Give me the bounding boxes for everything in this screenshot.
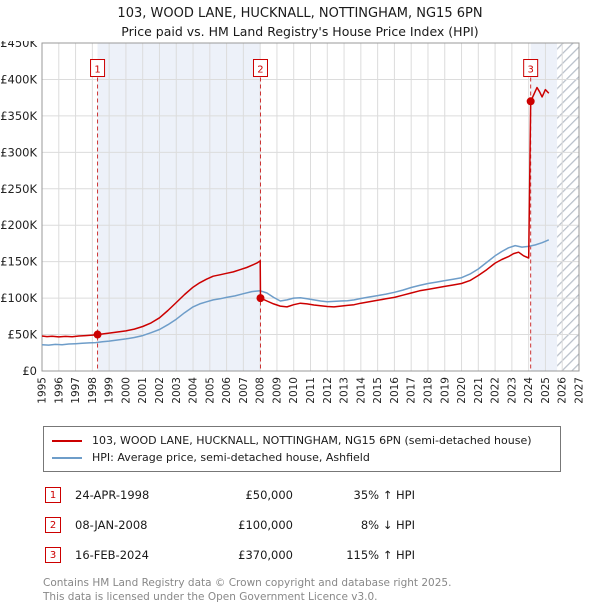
svg-text:2021: 2021 — [473, 377, 485, 404]
svg-text:2010: 2010 — [288, 377, 300, 404]
transaction-number-badge: 2 — [45, 517, 61, 533]
svg-text:2023: 2023 — [506, 377, 518, 404]
svg-text:2000: 2000 — [120, 377, 132, 404]
svg-text:2025: 2025 — [540, 377, 552, 404]
transaction-row-2: 2 08-JAN-2008 £100,000 8% ↓ HPI — [45, 517, 600, 533]
hpi-line-swatch — [52, 456, 82, 459]
svg-text:2004: 2004 — [188, 377, 200, 404]
transaction-hpi-diff: 8% ↓ HPI — [360, 518, 415, 532]
svg-text:2026: 2026 — [557, 377, 569, 404]
svg-text:£400K: £400K — [0, 72, 37, 86]
transaction-hpi-diff: 115% ↑ HPI — [346, 548, 415, 562]
svg-text:2009: 2009 — [271, 377, 283, 404]
transactions-table: 1 24-APR-1998 £50,000 35% ↑ HPI 2 08-JAN… — [45, 487, 600, 563]
svg-text:£250K: £250K — [0, 182, 37, 196]
svg-text:2014: 2014 — [355, 377, 367, 404]
svg-text:2005: 2005 — [204, 377, 216, 404]
svg-text:2001: 2001 — [137, 377, 149, 404]
transaction-row-1: 1 24-APR-1998 £50,000 35% ↑ HPI — [45, 487, 600, 503]
svg-text:2018: 2018 — [422, 377, 434, 404]
svg-text:2022: 2022 — [490, 377, 502, 404]
svg-text:2011: 2011 — [305, 377, 317, 404]
footer-line-2: This data is licensed under the Open Gov… — [43, 590, 378, 603]
svg-text:£350K: £350K — [0, 109, 37, 123]
footer-line-1: Contains HM Land Registry data © Crown c… — [43, 577, 452, 589]
transaction-date: 08-JAN-2008 — [75, 518, 148, 532]
license-footer: Contains HM Land Registry data © Crown c… — [43, 577, 600, 604]
transaction-number-badge: 1 — [45, 487, 61, 503]
svg-text:2008: 2008 — [255, 377, 267, 404]
transaction-date: 24-APR-1998 — [75, 488, 150, 502]
svg-text:2015: 2015 — [372, 377, 384, 404]
transaction-hpi-diff: 35% ↑ HPI — [353, 488, 415, 502]
svg-text:£0: £0 — [22, 364, 37, 378]
transaction-row-3: 3 16-FEB-2024 £370,000 115% ↑ HPI — [45, 547, 600, 563]
svg-text:1997: 1997 — [70, 377, 82, 404]
svg-text:£450K: £450K — [0, 41, 37, 50]
svg-text:2006: 2006 — [221, 377, 233, 404]
svg-text:£150K: £150K — [0, 255, 37, 269]
svg-text:2007: 2007 — [238, 377, 250, 404]
transaction-price: £100,000 — [238, 518, 293, 532]
svg-text:2002: 2002 — [154, 377, 166, 404]
svg-text:£50K: £50K — [8, 328, 38, 342]
svg-text:2012: 2012 — [322, 377, 334, 404]
page-subtitle: Price paid vs. HM Land Registry's House … — [121, 24, 479, 39]
svg-text:2013: 2013 — [339, 377, 351, 404]
svg-text:£200K: £200K — [0, 218, 37, 232]
svg-text:1: 1 — [94, 65, 100, 76]
svg-text:£300K: £300K — [0, 145, 37, 159]
svg-text:1996: 1996 — [53, 377, 65, 404]
svg-text:2027: 2027 — [574, 377, 586, 404]
svg-text:2016: 2016 — [389, 377, 401, 404]
svg-text:3: 3 — [527, 65, 533, 76]
svg-text:£100K: £100K — [0, 291, 37, 305]
transaction-price: £50,000 — [245, 488, 293, 502]
transaction-number-badge: 3 — [45, 547, 61, 563]
chart-header: 103, WOOD LANE, HUCKNALL, NOTTINGHAM, NG… — [0, 0, 600, 39]
price-chart: 1 2 3 £0 £50K £100K £150K £200K £250K £300K £350K £… — [0, 41, 586, 404]
svg-text:2020: 2020 — [456, 377, 468, 404]
chart-legend: 103, WOOD LANE, HUCKNALL, NOTTINGHAM, NG… — [43, 426, 561, 472]
price-paid-line-swatch — [52, 439, 82, 442]
svg-text:2017: 2017 — [406, 377, 418, 404]
svg-text:2019: 2019 — [439, 377, 451, 404]
legend-label-hpi: HPI: Average price, semi-detached house,… — [92, 451, 370, 464]
legend-label-price-paid: 103, WOOD LANE, HUCKNALL, NOTTINGHAM, NG… — [92, 434, 532, 447]
transaction-date: 16-FEB-2024 — [75, 548, 149, 562]
legend-item-hpi: HPI: Average price, semi-detached house,… — [52, 449, 552, 466]
transaction-price: £370,000 — [238, 548, 293, 562]
page-title: 103, WOOD LANE, HUCKNALL, NOTTINGHAM, NG… — [117, 6, 483, 21]
svg-text:1999: 1999 — [104, 377, 116, 404]
svg-text:1995: 1995 — [37, 377, 49, 404]
svg-text:1998: 1998 — [87, 377, 99, 404]
svg-text:2024: 2024 — [523, 377, 535, 404]
svg-text:2003: 2003 — [171, 377, 183, 404]
legend-item-price-paid: 103, WOOD LANE, HUCKNALL, NOTTINGHAM, NG… — [52, 432, 552, 449]
svg-text:2: 2 — [257, 65, 263, 76]
